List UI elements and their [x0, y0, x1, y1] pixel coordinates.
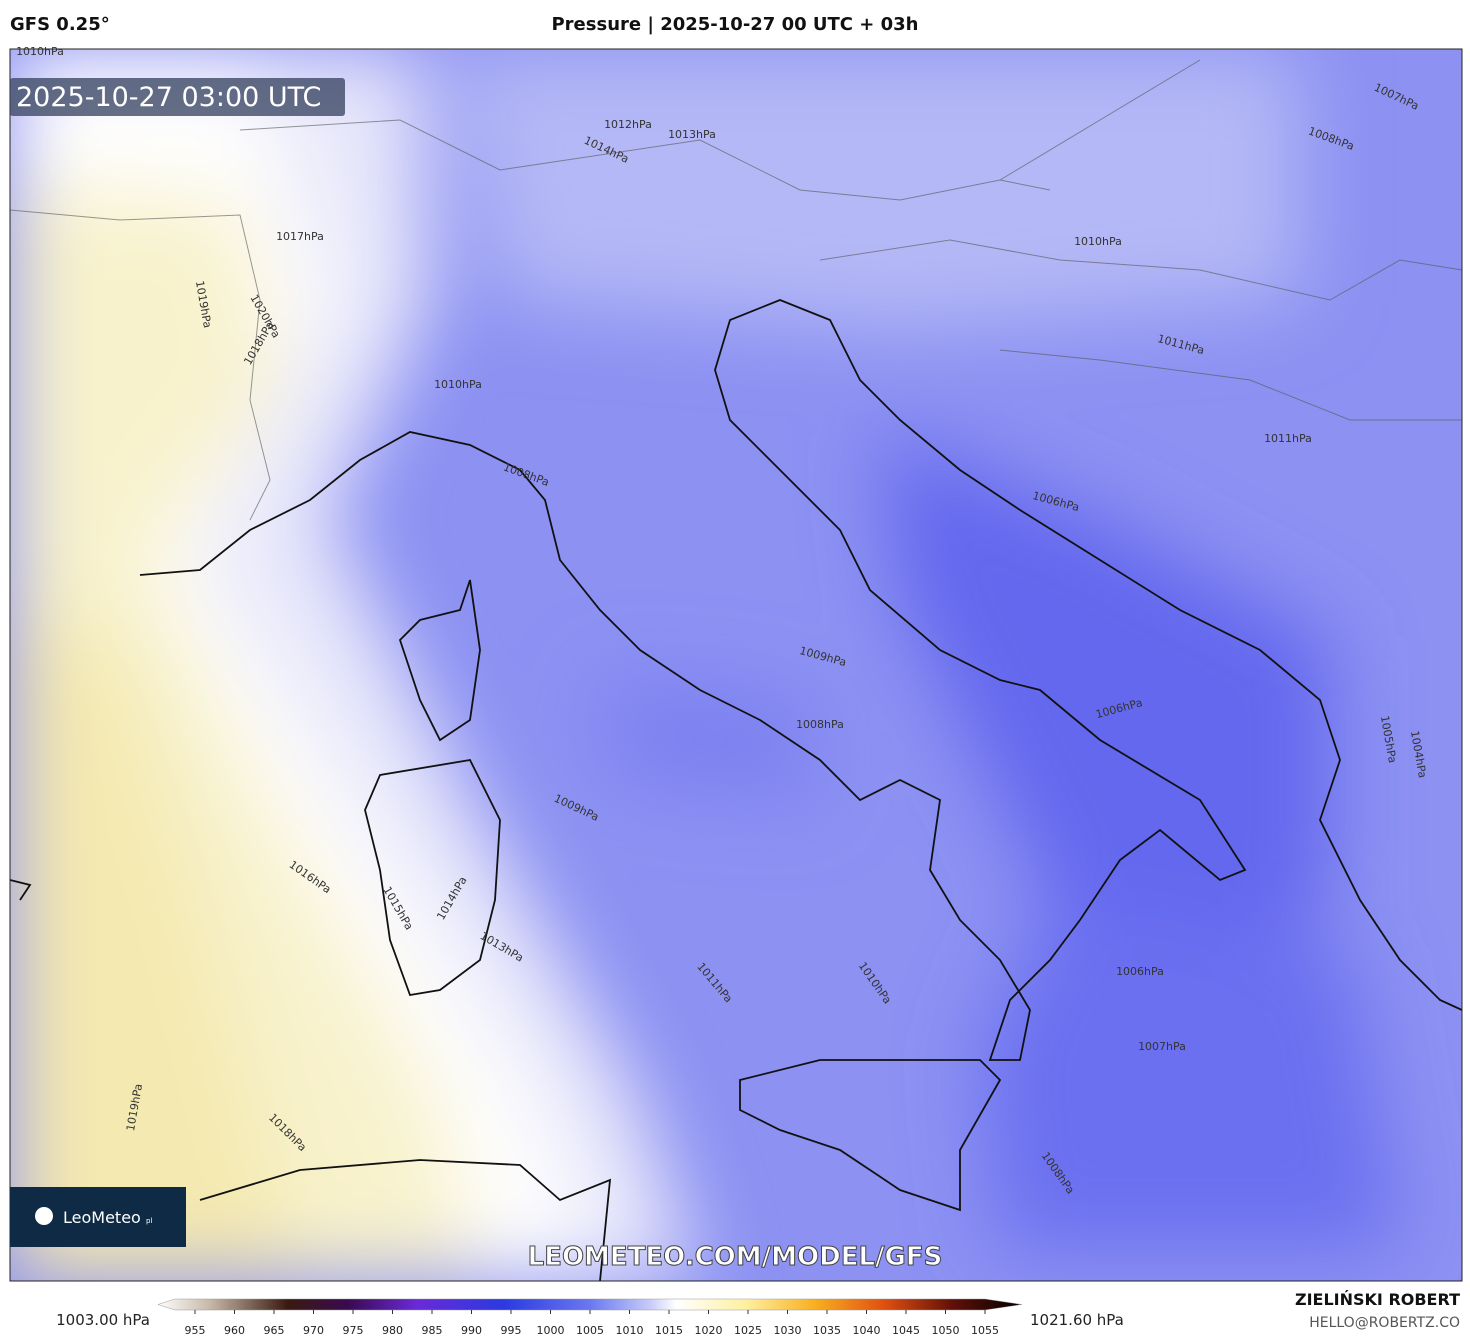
colorbar-tick-label: 1005 — [576, 1324, 604, 1337]
logo-name: LeoMeteo — [63, 1208, 141, 1227]
isobar-label: 1010hPa — [1074, 235, 1122, 248]
isobar-label: 1012hPa — [604, 118, 652, 131]
logo-suffix: pl — [146, 1217, 152, 1225]
isobar-label: 1006hPa — [1116, 965, 1164, 978]
colorbar-tick-label: 1040 — [853, 1324, 881, 1337]
colorbar-tick-label: 1055 — [971, 1324, 999, 1337]
colorbar-tick-label: 965 — [264, 1324, 285, 1337]
colorbar-max: 1021.60 hPa — [1030, 1311, 1124, 1329]
colorbar-tick-label: 1020 — [695, 1324, 723, 1337]
colorbar-tick-label: 980 — [382, 1324, 403, 1337]
colorbar-tick-label: 1010 — [616, 1324, 644, 1337]
colorbar — [157, 1298, 1023, 1311]
author: ZIELIŃSKI ROBERT — [1295, 1290, 1460, 1309]
email: HELLO@ROBERTZ.CO — [1309, 1315, 1460, 1331]
isobar-label: 1008hPa — [796, 718, 844, 731]
colorbar-tick-label: 990 — [461, 1324, 482, 1337]
colorbar-tick-label: 1000 — [537, 1324, 565, 1337]
colorbar-tick-label: 1015 — [655, 1324, 683, 1337]
isobar-label: 1017hPa — [276, 230, 324, 243]
colorbar-tick-label: 970 — [303, 1324, 324, 1337]
isobar-label: 1007hPa — [1138, 1040, 1186, 1053]
coastlines — [10, 299, 1462, 1281]
colorbar-tick-label: 975 — [343, 1324, 364, 1337]
pressure-field — [10, 49, 1462, 1281]
colorbar-tick-label: 995 — [501, 1324, 522, 1337]
colorbar-tick-label: 985 — [422, 1324, 443, 1337]
model-name: GFS 0.25° — [10, 14, 110, 35]
borders — [10, 59, 1462, 521]
isobar-label: 1010hPa — [16, 45, 64, 58]
isobar-label: 1013hPa — [668, 128, 716, 141]
colorbar-tick-label: 1030 — [774, 1324, 802, 1337]
colorbar-min: 1003.00 hPa — [56, 1311, 150, 1329]
colorbar-tick-label: 955 — [185, 1324, 206, 1337]
colorbar-tick-label: 1045 — [892, 1324, 920, 1337]
colorbar-tick-label: 1025 — [734, 1324, 762, 1337]
map-title: Pressure | 2025-10-27 00 UTC + 03h — [551, 14, 919, 35]
colorbar-tick-label: 1035 — [813, 1324, 841, 1337]
isobar-label: 1011hPa — [1264, 432, 1312, 445]
colorbar-tick-label: 1050 — [932, 1324, 960, 1337]
isobar-label: 1010hPa — [434, 378, 482, 391]
colorbar-tick-label: 960 — [224, 1324, 245, 1337]
timestamp: 2025-10-27 03:00 UTC — [16, 82, 321, 113]
watermark: LEOMETEO.COM/MODEL/GFS — [528, 1242, 943, 1272]
